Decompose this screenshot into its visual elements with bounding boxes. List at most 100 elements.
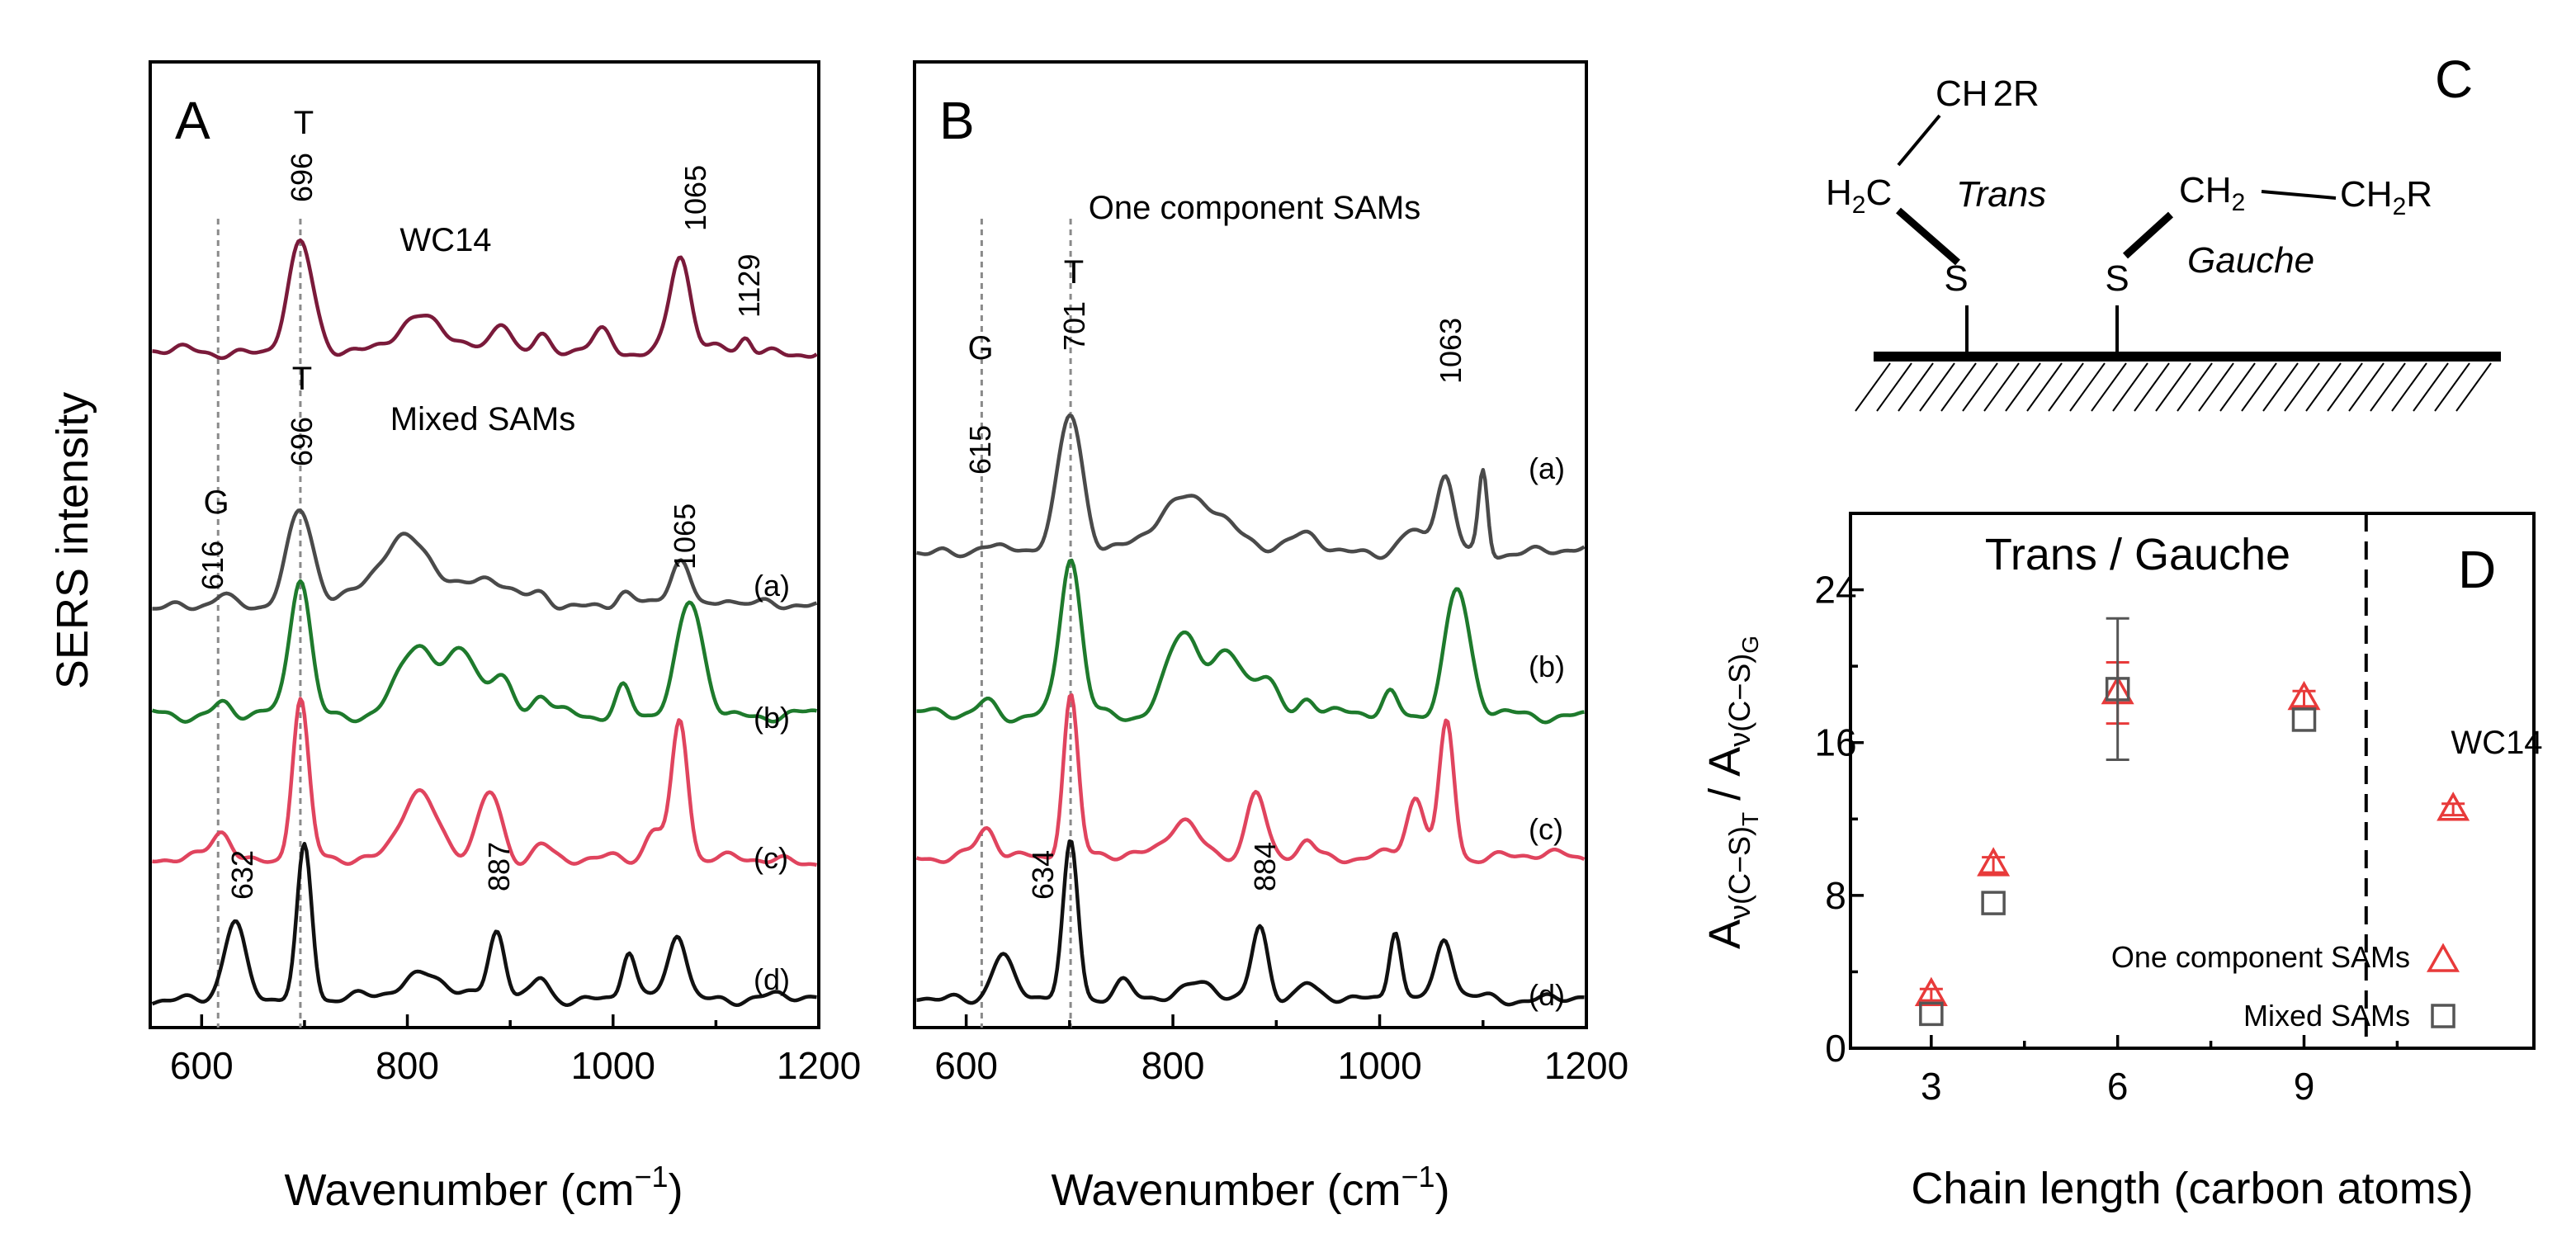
panel-d: 3 6 9 0 8 16 24 D Trans / Gauche WC14 One comp… xyxy=(1700,512,2543,1213)
panel-a-series-label-a: (a) xyxy=(754,569,790,603)
hatch-line xyxy=(2262,362,2299,412)
panel-d-xtick-label-3: 3 xyxy=(1921,1065,1942,1108)
panel-a-xlabel-sup: −1 xyxy=(635,1160,669,1193)
hatch-line xyxy=(2048,362,2084,412)
panel-a-ann-1129: 1129 xyxy=(732,254,766,318)
panel-b-title: One component SAMs xyxy=(1089,190,1420,226)
panel-d-point-triangle-0 xyxy=(1914,976,1948,1006)
panel-a-letter: A xyxy=(175,91,210,150)
panel-d-ytick-label-0: 0 xyxy=(1825,1027,1846,1070)
panel-a-ann-887: 887 xyxy=(482,842,516,891)
hatch-line xyxy=(2091,362,2127,412)
panel-a-xlabel: Wavenumber (cm−1) xyxy=(284,1160,683,1215)
panel-b-ann-701: 701 xyxy=(1057,301,1091,351)
hatch-line xyxy=(1876,362,1912,412)
panel-b-xtick-label-600: 600 xyxy=(934,1044,998,1087)
panel-a-series-label-b: (b) xyxy=(754,701,790,735)
panel-a-trace-b xyxy=(151,579,818,724)
hatch-line xyxy=(2069,362,2106,412)
hatch-line xyxy=(2327,362,2363,412)
panel-a-xtick-label-1000: 1000 xyxy=(571,1044,655,1087)
trans-c-c-bond xyxy=(1897,114,1941,167)
panel-d-legend-triangle-icon xyxy=(2426,943,2460,972)
panel-a-series-label-d: (d) xyxy=(754,962,790,996)
hatch-line xyxy=(2005,362,2041,412)
panel-b-xtick-label-1000: 1000 xyxy=(1337,1044,1421,1087)
panel-a-frame xyxy=(149,60,820,1029)
hatch-line xyxy=(2455,362,2492,412)
h2c-h: H xyxy=(1826,173,1852,213)
trans-s-label: S xyxy=(1944,258,1968,299)
panel-d-point-triangle-4 xyxy=(2437,792,2470,821)
hatch-line xyxy=(2413,362,2449,412)
hatch-line xyxy=(1983,362,2020,412)
substrate-hatching xyxy=(1855,362,2492,412)
panel-a-ann-696-top: 696 xyxy=(285,153,319,202)
panel-b-series-label-b: (b) xyxy=(1529,650,1565,683)
hatch-line xyxy=(2026,362,2063,412)
panel-b-xtick-label-800: 800 xyxy=(1141,1044,1205,1087)
hatch-line xyxy=(2219,362,2256,412)
panel-d-legend-triangle-label: One component SAMs xyxy=(2111,940,2410,974)
hatch-line xyxy=(2112,362,2148,412)
gauche-ch2-ch: CH xyxy=(2179,170,2232,210)
panel-b-ann-884: 884 xyxy=(1248,842,1282,891)
panel-d-legend-square-label: Mixed SAMs xyxy=(2243,999,2410,1033)
gauche-ch2r-sub: 2 xyxy=(2393,193,2407,220)
hatch-line xyxy=(2305,362,2342,412)
panel-d-ylabel-sub2b: G xyxy=(1737,636,1763,654)
panel-d-ylabel-sub1b: T xyxy=(1737,812,1763,826)
hatch-line xyxy=(2241,362,2277,412)
gauche-ch2r-r: R xyxy=(2406,174,2432,215)
panel-d-letter: D xyxy=(2458,540,2496,599)
panel-d-title: Trans / Gauche xyxy=(1985,530,2290,579)
panel-b-series-label-c: (c) xyxy=(1529,812,1563,846)
panel-b-trace-a xyxy=(916,413,1586,560)
hatch-line xyxy=(2370,362,2406,412)
gauche-s-label: S xyxy=(2105,258,2129,299)
panel-a-trace-wc14 xyxy=(152,238,818,361)
panel-c-letter: C xyxy=(2435,50,2473,109)
trans-ch2r-label: CH 2R xyxy=(1936,73,2040,114)
hatch-line xyxy=(1898,362,1934,412)
panel-c-diagram: C CH 2R H2C Trans S S CH2 CH2R Gauche xyxy=(1826,50,2501,412)
panel-d-ylabel: Aν(C−S)T/Aν(C−S)G xyxy=(1700,636,1763,949)
panel-d-ylabel-sub1: ν(C−S) xyxy=(1723,826,1756,919)
panel-d-frame xyxy=(1849,512,2536,1050)
hatch-line xyxy=(2284,362,2320,412)
trans-label: Trans xyxy=(1956,174,2046,215)
trans-ch2r-sub: 2 xyxy=(1993,73,2013,114)
panel-a-xtick-label-800: 800 xyxy=(376,1044,439,1087)
panel-d-ylabel-sub2: ν(C−S) xyxy=(1723,654,1756,747)
hatch-line xyxy=(2198,362,2234,412)
panel-d-ytick-label-24: 24 xyxy=(1814,569,1856,612)
panel-a-ann-1065-mid: 1065 xyxy=(668,503,702,570)
panel-a-ann-696-mid: 696 xyxy=(285,417,319,466)
gauche-ch2-label: CH2 xyxy=(2179,170,2245,216)
panel-a-ann-616: 616 xyxy=(196,541,229,590)
panel-a-ann-T-mid: T xyxy=(292,361,312,397)
panel-d-point-square-2 xyxy=(2105,677,2130,702)
panel-b-ann-1063: 1063 xyxy=(1434,318,1468,384)
h2c-c: C xyxy=(1865,173,1892,213)
panel-d-ylabel-slash: / xyxy=(1700,788,1750,801)
panel-a-series-label-c: (c) xyxy=(754,841,788,875)
panel-b-trace-b xyxy=(916,558,1585,725)
panel-b-series-label-a: (a) xyxy=(1529,451,1565,485)
panel-b-xlabel-main: Wavenumber (cm xyxy=(1051,1165,1401,1215)
hatch-line xyxy=(1962,362,1998,412)
panel-b-xlabel-close: ) xyxy=(1435,1165,1450,1215)
h2c-label: H2C xyxy=(1826,173,1892,219)
panel-d-legend-square-icon xyxy=(2431,1004,2455,1028)
panel-b-ann-615: 615 xyxy=(963,425,997,475)
panel-a-wc14-label: WC14 xyxy=(399,222,491,258)
panel-a-ann-G: G xyxy=(203,484,229,521)
hatch-line xyxy=(1940,362,1977,412)
panel-b-ann-634: 634 xyxy=(1026,850,1060,900)
hatch-line xyxy=(2155,362,2191,412)
panel-b-ann-T: T xyxy=(1064,254,1084,291)
panel-a-mixed-label: Mixed SAMs xyxy=(390,401,576,437)
panel-a-trace-a xyxy=(152,508,818,612)
gauche-c-c-bond xyxy=(2261,190,2337,200)
